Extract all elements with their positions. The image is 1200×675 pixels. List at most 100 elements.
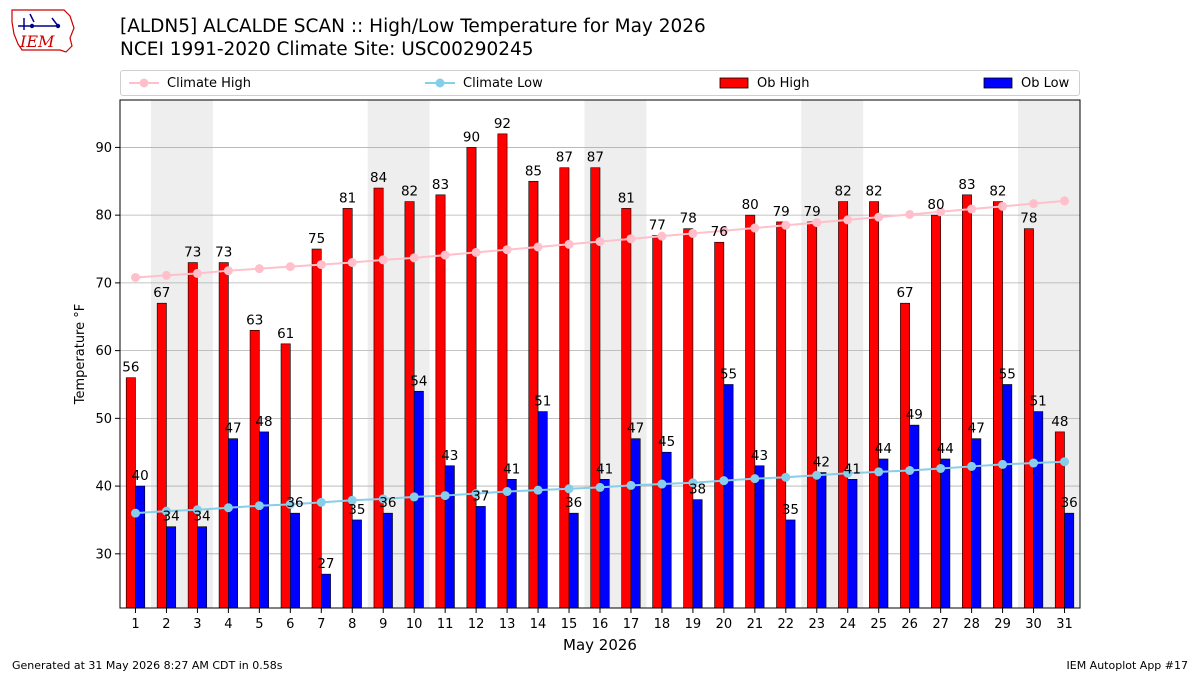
climate-low-point xyxy=(223,503,233,513)
ob-high-value-label: 56 xyxy=(122,360,139,376)
x-tick-label: 25 xyxy=(870,617,887,632)
x-tick-label: 16 xyxy=(592,617,609,632)
x-tick-label: 10 xyxy=(406,617,423,632)
ob-low-bar xyxy=(351,519,362,609)
ob-low-bar xyxy=(909,424,920,609)
ob-low-bar xyxy=(1064,512,1075,609)
climate-high-point xyxy=(254,264,264,274)
climate-low-point xyxy=(967,461,977,471)
x-tick-label: 12 xyxy=(468,617,485,632)
legend-ob-high-label: Ob High xyxy=(757,75,810,91)
ob-high-value-label: 77 xyxy=(649,217,666,233)
climate-low-point xyxy=(533,485,543,495)
ob-high-bar xyxy=(931,214,941,609)
climate-high-point xyxy=(130,272,140,282)
climate-low-point xyxy=(626,480,636,490)
x-tick-label: 9 xyxy=(379,617,387,632)
climate-high-point xyxy=(161,270,171,280)
ob-high-value-label: 82 xyxy=(989,184,1006,200)
ob-high-bar xyxy=(342,208,353,609)
ob-low-value-label: 45 xyxy=(658,434,675,450)
climate-low-point xyxy=(688,478,698,488)
iem-logo: IEM xyxy=(8,4,80,60)
ob-high-value-label: 81 xyxy=(618,190,635,206)
ob-low-bar xyxy=(475,506,486,609)
climate-high-point xyxy=(719,226,729,236)
climate-lines xyxy=(130,196,1070,518)
ob-low-bar xyxy=(537,411,548,609)
climate-low-point xyxy=(347,495,357,505)
ob-high-value-label: 78 xyxy=(680,211,697,227)
x-axis-label: May 2026 xyxy=(563,636,637,654)
ob-low-bar xyxy=(228,438,238,609)
ob-high-bar xyxy=(125,377,136,609)
ob-low-value-label: 36 xyxy=(565,495,582,511)
ob-low-bar xyxy=(940,458,951,609)
x-tick-label: 5 xyxy=(255,617,263,632)
x-tick-label: 17 xyxy=(623,617,640,632)
ob-low-value-label: 44 xyxy=(875,441,892,457)
climate-high-point xyxy=(223,266,233,276)
ob-low-value-label: 47 xyxy=(224,421,241,437)
climate-high-point xyxy=(843,215,853,225)
ob-low-bar xyxy=(320,573,331,609)
climate-high-point xyxy=(378,255,388,265)
y-axis-label: Temperature °F xyxy=(73,304,88,405)
legend-climate-high-swatch xyxy=(129,78,159,88)
legend-ob-low: Ob Low xyxy=(983,71,1069,95)
ob-high-bar xyxy=(497,133,508,609)
climate-low-point xyxy=(781,472,791,482)
legend-climate-low: Climate Low xyxy=(425,71,543,95)
ob-low-value-label: 36 xyxy=(379,495,396,511)
climate-low-point xyxy=(719,476,729,486)
climate-low-point xyxy=(750,474,760,484)
ob-high-value-label: 63 xyxy=(246,312,263,328)
ob-low-value-label: 34 xyxy=(193,509,210,525)
ob-high-bar xyxy=(776,221,787,609)
ob-high-bar xyxy=(962,194,972,609)
logo-text: IEM xyxy=(19,32,55,51)
chart-title: [ALDN5] ALCALDE SCAN :: High/Low Tempera… xyxy=(120,16,706,37)
bar-value-labels: 56 40 67 34 73 34 73 47 63 48 61 36 75 27 81 35 84 36 82 54… xyxy=(122,116,1078,572)
climate-high-point xyxy=(192,268,202,278)
x-tick-label: 20 xyxy=(716,617,733,632)
x-tick-label: 23 xyxy=(809,617,826,632)
bars xyxy=(125,133,1075,609)
ob-low-bar xyxy=(1002,384,1013,609)
y-tick-label: 40 xyxy=(95,480,112,495)
x-tick-label: 21 xyxy=(747,617,764,632)
ob-high-value-label: 92 xyxy=(494,116,511,132)
ob-low-value-label: 55 xyxy=(720,366,737,382)
climate-high-point xyxy=(781,220,791,230)
ob-high-bar xyxy=(466,147,477,609)
ob-high-value-label: 87 xyxy=(556,150,573,166)
ob-low-bar xyxy=(290,512,300,609)
ob-low-value-label: 35 xyxy=(348,502,365,518)
climate-low-point xyxy=(657,479,667,489)
x-tick-label: 2 xyxy=(162,617,170,632)
ob-high-value-label: 73 xyxy=(184,245,201,261)
climate-high-point xyxy=(936,207,946,217)
ob-low-value-label: 35 xyxy=(782,502,799,518)
legend-climate-low-swatch xyxy=(425,78,455,88)
x-tick-label: 31 xyxy=(1056,617,1073,632)
y-tick-label: 60 xyxy=(95,344,112,359)
climate-low-point xyxy=(409,492,419,502)
climate-high-point xyxy=(440,250,450,260)
legend-ob-low-swatch xyxy=(983,77,1013,89)
ob-low-value-label: 51 xyxy=(534,394,551,410)
ob-high-value-label: 81 xyxy=(339,190,356,206)
climate-low-point xyxy=(502,486,512,496)
ob-low-bar xyxy=(878,458,889,609)
ob-low-value-label: 27 xyxy=(317,556,334,572)
ob-high-bar xyxy=(590,167,601,609)
ob-high-value-label: 73 xyxy=(215,245,232,261)
ob-low-bar xyxy=(568,512,579,609)
ob-low-bar xyxy=(630,438,641,609)
climate-low-point xyxy=(378,494,388,504)
x-tick-label: 13 xyxy=(499,617,516,632)
x-tick-label: 6 xyxy=(286,617,294,632)
x-tick-label: 3 xyxy=(193,617,201,632)
x-tick-label: 30 xyxy=(1025,617,1042,632)
